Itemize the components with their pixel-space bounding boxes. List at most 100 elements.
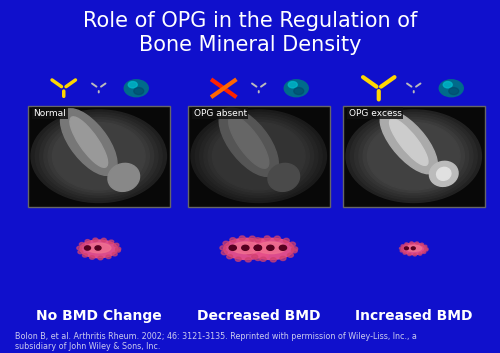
Ellipse shape xyxy=(86,243,111,253)
Circle shape xyxy=(294,88,304,95)
Ellipse shape xyxy=(52,122,145,190)
Circle shape xyxy=(230,238,236,242)
Circle shape xyxy=(98,256,103,260)
Circle shape xyxy=(416,242,418,244)
Text: Increased BMD: Increased BMD xyxy=(355,309,472,323)
Ellipse shape xyxy=(406,245,421,251)
Circle shape xyxy=(250,236,256,240)
Text: OPG absent: OPG absent xyxy=(194,109,246,118)
Circle shape xyxy=(80,243,84,246)
Circle shape xyxy=(78,250,83,254)
Circle shape xyxy=(116,249,120,252)
Circle shape xyxy=(418,253,422,255)
Circle shape xyxy=(252,255,258,259)
Ellipse shape xyxy=(208,120,310,192)
Ellipse shape xyxy=(219,108,278,176)
Ellipse shape xyxy=(354,115,473,197)
Circle shape xyxy=(248,241,254,245)
Ellipse shape xyxy=(70,117,108,167)
Circle shape xyxy=(405,243,408,245)
Ellipse shape xyxy=(268,163,300,191)
Circle shape xyxy=(260,257,266,261)
Circle shape xyxy=(440,80,463,97)
Text: OPG excess: OPG excess xyxy=(348,109,402,118)
Circle shape xyxy=(77,246,82,250)
Circle shape xyxy=(400,247,402,250)
Ellipse shape xyxy=(232,242,261,253)
Circle shape xyxy=(239,236,245,240)
Ellipse shape xyxy=(346,110,482,203)
Ellipse shape xyxy=(212,122,305,190)
Ellipse shape xyxy=(249,238,294,259)
Text: Role of OPG in the Regulation of
Bone Mineral Density: Role of OPG in the Regulation of Bone Mi… xyxy=(83,11,417,55)
Circle shape xyxy=(284,80,308,97)
Circle shape xyxy=(255,256,261,261)
Circle shape xyxy=(82,253,87,257)
Circle shape xyxy=(255,238,261,242)
Ellipse shape xyxy=(40,115,158,197)
Text: No BMD Change: No BMD Change xyxy=(36,309,162,323)
Circle shape xyxy=(85,240,90,243)
Ellipse shape xyxy=(200,115,318,197)
Circle shape xyxy=(262,253,268,257)
Circle shape xyxy=(264,236,270,240)
Ellipse shape xyxy=(191,110,326,203)
Ellipse shape xyxy=(363,120,464,192)
Circle shape xyxy=(280,245,286,250)
Circle shape xyxy=(290,242,296,246)
Circle shape xyxy=(404,247,408,250)
Circle shape xyxy=(222,251,228,255)
Circle shape xyxy=(410,242,413,244)
Circle shape xyxy=(246,258,252,262)
Circle shape xyxy=(288,82,297,88)
Circle shape xyxy=(400,250,404,252)
Text: Decreased BMD: Decreased BMD xyxy=(197,309,320,323)
Circle shape xyxy=(292,247,298,251)
Circle shape xyxy=(408,253,411,256)
Ellipse shape xyxy=(402,243,426,255)
Circle shape xyxy=(424,249,428,251)
FancyBboxPatch shape xyxy=(28,106,170,207)
Circle shape xyxy=(420,243,424,245)
Circle shape xyxy=(266,249,272,253)
Circle shape xyxy=(93,238,98,241)
Circle shape xyxy=(284,238,290,243)
Circle shape xyxy=(124,80,148,97)
Circle shape xyxy=(258,238,264,243)
Circle shape xyxy=(254,245,262,250)
Ellipse shape xyxy=(31,110,166,203)
Circle shape xyxy=(242,245,249,250)
Circle shape xyxy=(106,255,111,259)
Ellipse shape xyxy=(48,120,150,192)
Circle shape xyxy=(220,246,226,250)
Circle shape xyxy=(109,240,114,244)
Circle shape xyxy=(292,249,298,253)
Circle shape xyxy=(401,245,404,247)
Circle shape xyxy=(116,247,121,251)
Text: Bolon B, et al. Arthritis Rheum. 2002; 46: 3121-3135. Reprinted with permission : Bolon B, et al. Arthritis Rheum. 2002; 4… xyxy=(15,332,417,351)
Ellipse shape xyxy=(204,118,314,195)
Ellipse shape xyxy=(196,113,322,200)
Ellipse shape xyxy=(430,161,458,186)
Circle shape xyxy=(403,252,406,254)
Ellipse shape xyxy=(436,167,451,180)
Ellipse shape xyxy=(36,113,162,200)
Circle shape xyxy=(413,254,416,256)
Circle shape xyxy=(412,247,415,250)
Ellipse shape xyxy=(256,242,286,253)
Ellipse shape xyxy=(359,118,469,195)
Circle shape xyxy=(223,241,229,245)
FancyBboxPatch shape xyxy=(342,106,485,207)
Ellipse shape xyxy=(350,113,477,200)
Circle shape xyxy=(280,256,286,261)
Circle shape xyxy=(226,255,232,259)
Ellipse shape xyxy=(44,118,154,195)
Circle shape xyxy=(246,251,252,255)
Circle shape xyxy=(229,245,236,250)
Circle shape xyxy=(95,246,101,250)
Circle shape xyxy=(266,245,274,250)
FancyBboxPatch shape xyxy=(188,106,330,207)
Ellipse shape xyxy=(228,116,269,168)
Circle shape xyxy=(264,242,270,246)
Ellipse shape xyxy=(368,122,460,190)
